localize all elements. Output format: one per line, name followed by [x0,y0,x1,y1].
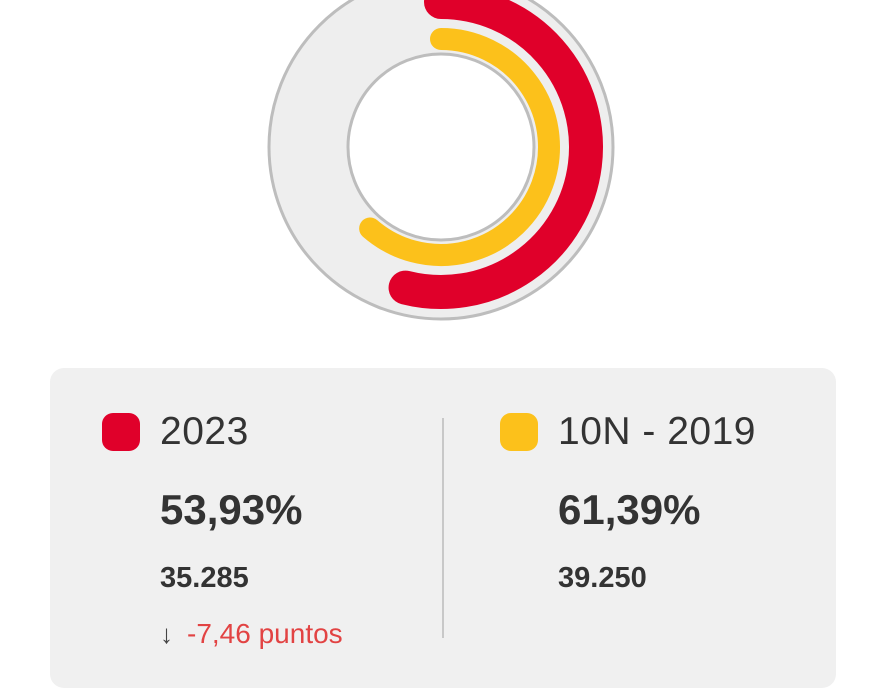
arc-2019 [359,28,560,266]
arrow-down-icon: ↓ [160,618,173,649]
votes-2019: 39.250 [558,562,647,594]
legend-label-2023: 2023 [160,410,249,453]
inner-hole [346,52,536,242]
swatch-2023 [102,413,140,451]
legend-2023: 2023 [102,410,249,454]
legend-label-2019: 10N - 2019 [558,410,756,453]
votes-2023: 35.285 [160,562,249,594]
percent-2019: 61,39% [558,486,701,533]
results-panel: 2023 53,93% 35.285 ↓ -7,46 puntos 10N - … [50,368,836,688]
swatch-2019 [500,413,538,451]
percent-2023: 53,93% [160,486,303,533]
column-divider [442,418,444,638]
legend-2019: 10N - 2019 [500,410,756,454]
turnout-chart [0,0,886,340]
change-text: -7,46 puntos [187,618,343,649]
radial-chart [267,0,615,321]
change-indicator: ↓ -7,46 puntos [160,618,343,650]
arc-2023 [388,0,603,309]
